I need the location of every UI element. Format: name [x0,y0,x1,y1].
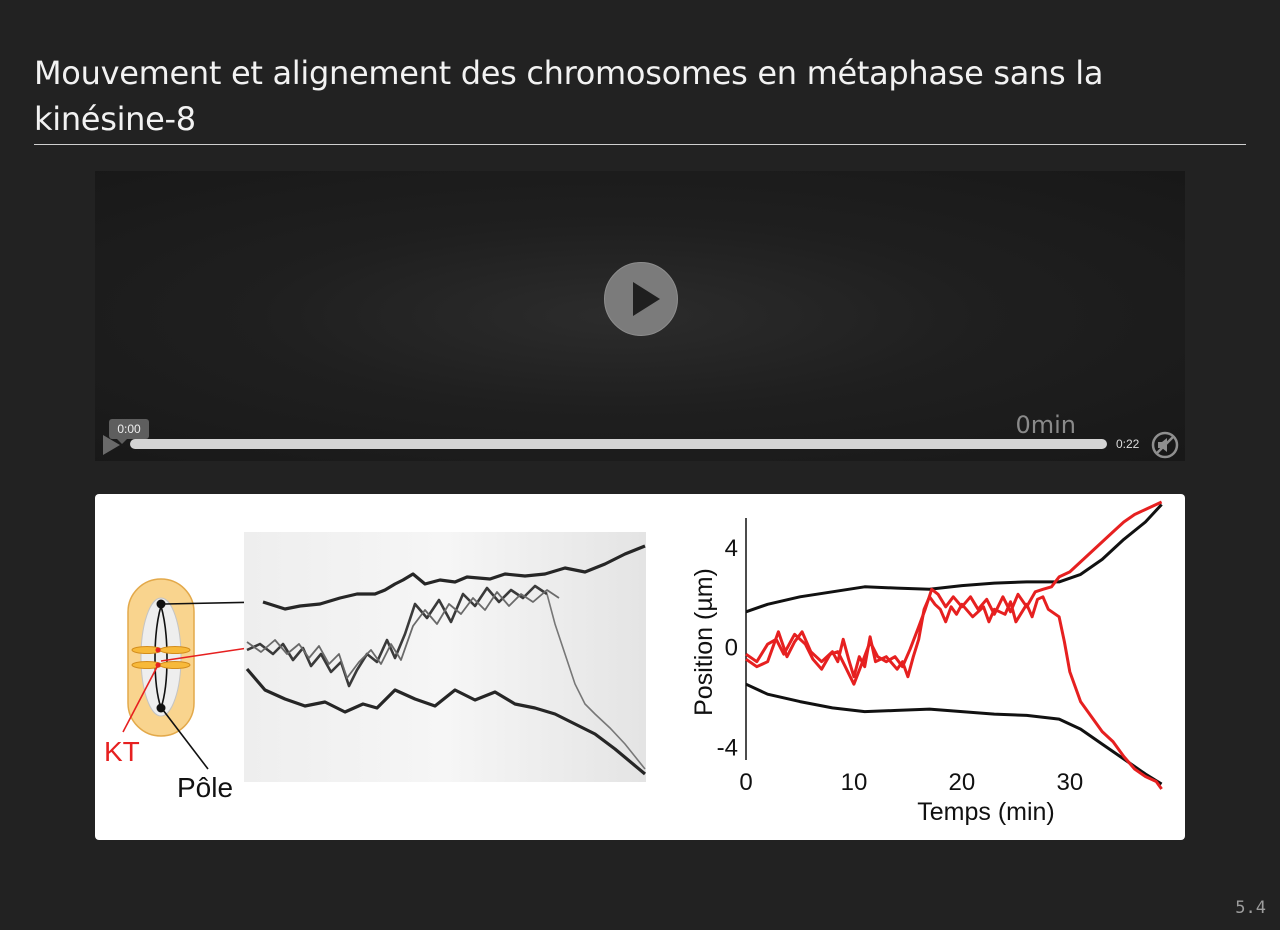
video-player[interactable]: 0min 0:00 0:22 [95,171,1185,461]
y-tick-label: -4 [717,735,738,762]
y-tick-label: 4 [725,535,738,562]
pole-dot [156,599,166,609]
kinetochore-dot [155,647,161,653]
duration: 0:22 [1116,437,1140,451]
y-axis-label: Position (µm) [690,568,718,716]
x-tick-label: 0 [739,769,752,796]
x-axis-label: Temps (min) [917,798,1055,826]
pole-label: Pôle [177,772,233,803]
pole-pointer [162,709,209,770]
spindle-cell-diagram [122,578,264,770]
series-line-4 [745,500,1163,686]
progress-bar[interactable] [130,439,1107,449]
y-tick-label: 0 [725,635,738,662]
spindle [140,597,182,717]
page-number: 5.4 [1235,898,1266,918]
title-divider [34,144,1246,145]
current-time: 0:00 [109,419,149,444]
video-overlay-timestamp: 0min [1015,411,1076,439]
figure-panel: KT Pôle Position (µm) Temps (min) 0 10 20 3… [95,494,1185,840]
kt-pointer [122,664,159,733]
mute-icon[interactable] [1150,430,1180,460]
kt-label: KT [104,736,140,767]
x-tick-label: 10 [841,769,868,796]
kymograph-image [244,532,647,782]
slide-title: Mouvement et alignement des chromosomes … [34,54,1104,138]
series-line-3 [745,595,1163,790]
x-tick-label: 20 [949,769,976,796]
x-tick-label: 30 [1056,769,1083,796]
play-icon[interactable] [103,435,120,455]
big-play-button[interactable] [604,262,678,336]
series-line-1 [745,503,1163,614]
series-line-2 [745,682,1163,786]
